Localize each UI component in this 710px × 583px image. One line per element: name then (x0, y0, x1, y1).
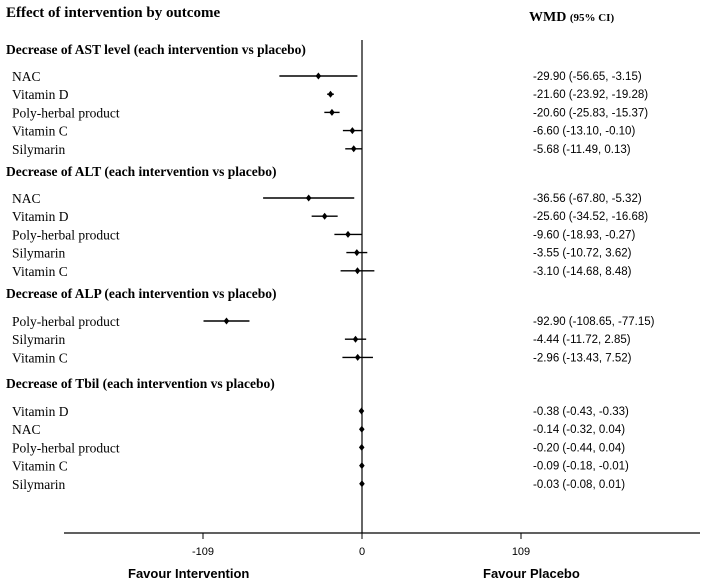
point-estimate (329, 108, 335, 116)
point-estimate (358, 425, 365, 433)
group: Decrease of AST level (each intervention… (6, 42, 648, 157)
forest-row: Vitamin C -2.96 (-13.43, 7.52) (12, 350, 632, 365)
point-estimate (358, 407, 365, 415)
wmd-value: -6.60 (-13.10, -0.10) (533, 126, 635, 138)
row-label: Silymarin (12, 142, 65, 157)
wmd-header-main: WMD (529, 10, 570, 25)
wmd-value: -25.60 (-34.52, -16.68) (533, 211, 648, 223)
point-estimate (359, 462, 365, 470)
point-estimate (327, 90, 334, 98)
x-tick-label: 109 (512, 546, 530, 558)
wmd-value: -92.90 (-108.65, -77.15) (533, 316, 655, 328)
wmd-value: -0.20 (-0.44, 0.04) (533, 442, 625, 454)
wmd-value: -29.90 (-56.65, -3.15) (533, 71, 642, 83)
row-label: Vitamin D (12, 87, 69, 102)
forest-row: Vitamin C -3.10 (-14.68, 8.48) (12, 264, 632, 279)
group-title: Decrease of ALT (each intervention vs pl… (6, 164, 276, 179)
forest-row: Vitamin D -0.38 (-0.43, -0.33) (12, 404, 629, 419)
wmd-value: -0.03 (-0.08, 0.01) (533, 479, 625, 491)
x-ticks: -109 0 109 (192, 533, 530, 558)
forest-row: NAC -0.14 (-0.32, 0.04) (12, 422, 625, 437)
row-label: Poly-herbal product (12, 105, 120, 120)
row-label: NAC (12, 422, 41, 437)
group: Decrease of Tbil (each intervention vs p… (6, 376, 629, 492)
x-tick-label: -109 (192, 546, 214, 558)
forest-row: NAC -36.56 (-67.80, -5.32) (12, 191, 642, 206)
chart-title: Effect of intervention by outcome (6, 5, 220, 21)
row-label: Poly-herbal product (12, 440, 120, 455)
forest-row: Poly-herbal product -20.60 (-25.83, -15.3… (12, 105, 648, 120)
wmd-value: -0.09 (-0.18, -0.01) (533, 461, 629, 473)
wmd-value: -3.10 (-14.68, 8.48) (533, 266, 632, 278)
group-title: Decrease of ALP (each intervention vs pl… (6, 286, 276, 301)
forest-row: Silymarin -0.03 (-0.08, 0.01) (12, 477, 625, 492)
point-estimate (358, 443, 365, 451)
wmd-value: -21.60 (-23.92, -19.28) (533, 89, 648, 101)
row-label: NAC (12, 69, 41, 84)
point-estimate (321, 212, 328, 220)
wmd-value: -0.14 (-0.32, 0.04) (533, 424, 625, 436)
row-label: Vitamin C (12, 350, 68, 365)
wmd-value: -9.60 (-18.93, -0.27) (533, 229, 635, 241)
row-label: Vitamin C (12, 264, 68, 279)
forest-row: NAC -29.90 (-56.65, -3.15) (12, 69, 642, 84)
wmd-value: -0.38 (-0.43, -0.33) (533, 406, 629, 418)
wmd-value: -4.44 (-11.72, 2.85) (533, 334, 631, 346)
wmd-value: -36.56 (-67.80, -5.32) (533, 193, 642, 205)
x-label-left: Favour Intervention (128, 566, 249, 581)
forest-groups: Decrease of AST level (each intervention… (6, 42, 655, 492)
group: Decrease of ALP (each intervention vs pl… (6, 286, 655, 365)
x-label-right: Favour Placebo (483, 566, 580, 581)
row-label: NAC (12, 191, 41, 206)
wmd-header-ci: (95% CI) (570, 12, 615, 24)
forest-row: Vitamin D -25.60 (-34.52, -16.68) (12, 209, 648, 224)
group-title: Decrease of Tbil (each intervention vs p… (6, 376, 275, 391)
forest-row: Poly-herbal product -9.60 (-18.93, -0.27) (12, 227, 635, 242)
point-estimate (359, 480, 365, 488)
row-label: Poly-herbal product (12, 227, 120, 242)
x-tick-label: 0 (359, 546, 365, 558)
forest-row: Poly-herbal product -0.20 (-0.44, 0.04) (12, 440, 625, 455)
row-label: Vitamin C (12, 124, 68, 139)
row-label: Silymarin (12, 246, 65, 261)
point-estimate (349, 127, 356, 135)
row-label: Silymarin (12, 477, 65, 492)
point-estimate (223, 317, 230, 325)
forest-row: Silymarin -5.68 (-11.49, 0.13) (12, 142, 631, 157)
row-label: Vitamin D (12, 209, 69, 224)
forest-row: Silymarin -3.55 (-10.72, 3.62) (12, 246, 632, 261)
wmd-value: -2.96 (-13.43, 7.52) (533, 352, 632, 364)
point-estimate (354, 353, 361, 361)
point-estimate (350, 145, 357, 153)
forest-row: Vitamin C -6.60 (-13.10, -0.10) (12, 124, 635, 139)
point-estimate (345, 230, 351, 238)
row-label: Vitamin C (12, 459, 68, 474)
wmd-value: -3.55 (-10.72, 3.62) (533, 248, 632, 260)
point-estimate (354, 249, 360, 257)
point-estimate (315, 72, 322, 80)
wmd-header: WMD (95% CI) (529, 10, 614, 25)
group-title: Decrease of AST level (each intervention… (6, 42, 306, 57)
forest-row: Silymarin -4.44 (-11.72, 2.85) (12, 332, 631, 347)
row-label: Vitamin D (12, 404, 69, 419)
point-estimate (352, 335, 359, 343)
group: Decrease of ALT (each intervention vs pl… (6, 164, 648, 279)
row-label: Poly-herbal product (12, 314, 120, 329)
wmd-value: -5.68 (-11.49, 0.13) (533, 144, 631, 156)
point-estimate (305, 194, 312, 202)
forest-row: Vitamin D -21.60 (-23.92, -19.28) (12, 87, 648, 102)
forest-row: Poly-herbal product -92.90 (-108.65, -77.… (12, 314, 655, 329)
row-label: Silymarin (12, 332, 65, 347)
forest-row: Vitamin C -0.09 (-0.18, -0.01) (12, 459, 629, 474)
wmd-value: -20.60 (-25.83, -15.37) (533, 107, 648, 119)
point-estimate (354, 267, 361, 275)
